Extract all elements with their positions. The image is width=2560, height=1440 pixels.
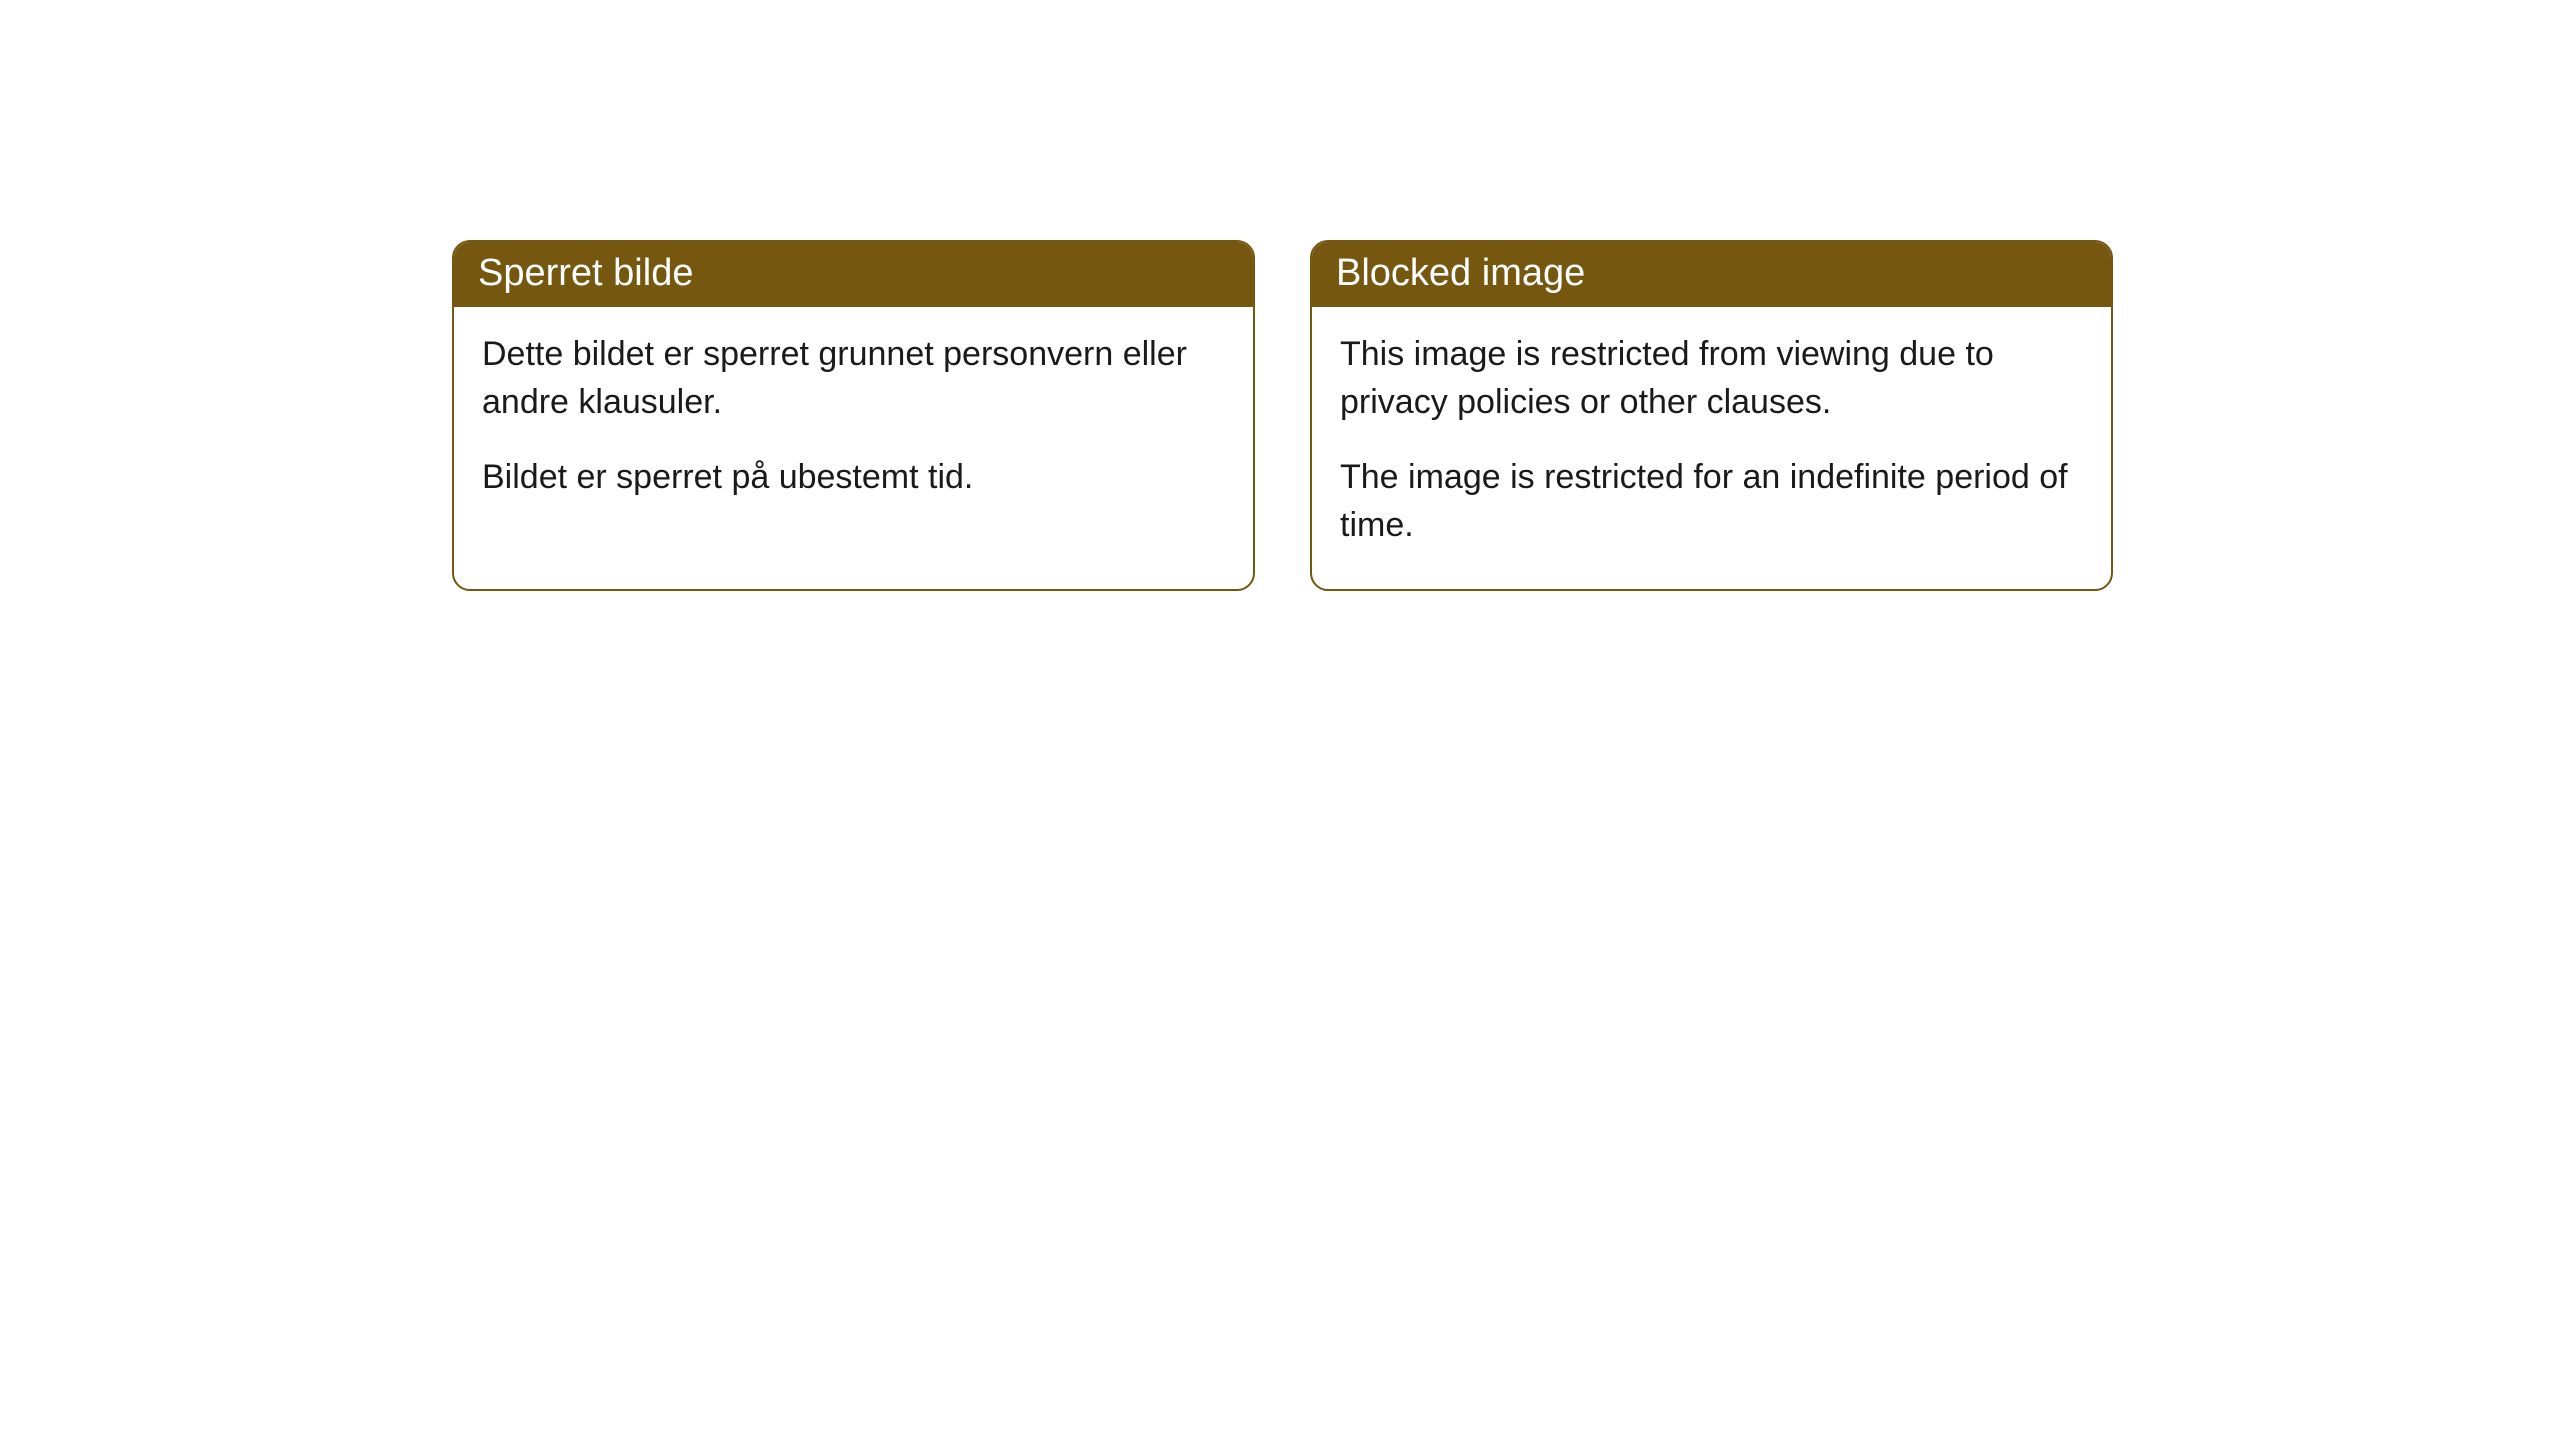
card-header-en: Blocked image bbox=[1312, 242, 2111, 307]
card-paragraph-2-no: Bildet er sperret på ubestemt tid. bbox=[482, 454, 1225, 502]
card-paragraph-1-en: This image is restricted from viewing du… bbox=[1340, 331, 2083, 426]
notice-container: Sperret bilde Dette bildet er sperret gr… bbox=[0, 0, 2560, 591]
card-body-no: Dette bildet er sperret grunnet personve… bbox=[454, 307, 1253, 542]
blocked-image-card-no: Sperret bilde Dette bildet er sperret gr… bbox=[452, 240, 1255, 591]
blocked-image-card-en: Blocked image This image is restricted f… bbox=[1310, 240, 2113, 591]
card-paragraph-1-no: Dette bildet er sperret grunnet personve… bbox=[482, 331, 1225, 426]
card-body-en: This image is restricted from viewing du… bbox=[1312, 307, 2111, 589]
card-paragraph-2-en: The image is restricted for an indefinit… bbox=[1340, 454, 2083, 549]
card-header-no: Sperret bilde bbox=[454, 242, 1253, 307]
